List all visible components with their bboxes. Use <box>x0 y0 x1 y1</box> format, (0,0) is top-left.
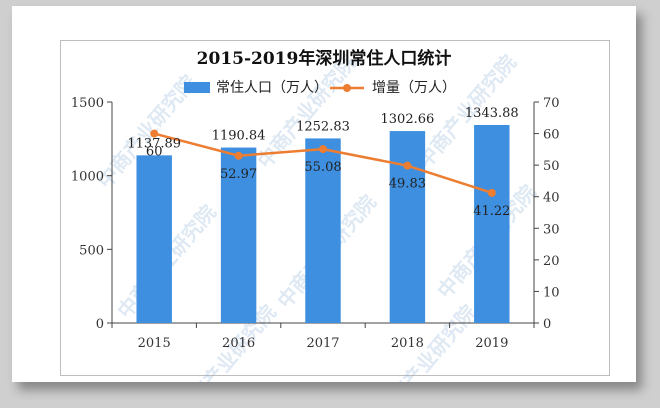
chart-title: 2015-2019年深圳常住人口统计 <box>197 48 452 69</box>
left-axis-tick-label: 0 <box>96 317 104 332</box>
legend-swatch-bar <box>184 82 210 93</box>
right-axis-tick-label: 70 <box>543 96 560 111</box>
line-value-label: 60 <box>146 145 163 160</box>
bar <box>474 125 510 323</box>
axes: 0 500 1000 1500 0 10 20 30 40 50 60 70 2015 2016 2017 2… <box>71 96 560 351</box>
legend-marker-line <box>343 84 351 92</box>
bar-value-label: 1302.66 <box>381 112 435 127</box>
legend-label-bar: 常住人口（万人） <box>216 80 328 96</box>
line-point <box>487 188 496 197</box>
chart-card: 中商产业研究院中商产业研究院中商产业研究院中商产业研究院中商产业研究院中商产业研… <box>12 6 636 382</box>
right-axis-tick-label: 20 <box>543 254 560 269</box>
x-axis-tick-label: 2015 <box>138 336 171 351</box>
right-axis-tick-label: 50 <box>543 159 560 174</box>
line-point <box>403 161 412 170</box>
x-axis-tick-label: 2017 <box>306 336 339 351</box>
bar <box>389 131 426 323</box>
right-axis-tick-label: 30 <box>543 222 560 237</box>
left-axis-tick-label: 1000 <box>71 170 104 185</box>
legend-label-line: 增量（万人） <box>372 80 456 96</box>
bar <box>136 155 172 323</box>
line-value-label: 55.08 <box>304 160 341 175</box>
x-axis-tick-label: 2018 <box>391 336 424 351</box>
bar-value-label: 1190.84 <box>212 129 266 144</box>
left-axis-tick-label: 500 <box>79 243 104 258</box>
x-axis-tick-label: 2016 <box>222 336 255 351</box>
right-axis-tick-label: 10 <box>543 285 560 300</box>
line-series <box>150 129 496 197</box>
line-point <box>150 129 159 138</box>
bar <box>305 138 341 323</box>
watermark-text: 中商产业研究院 <box>372 300 480 382</box>
combo-chart: 中商产业研究院中商产业研究院中商产业研究院中商产业研究院中商产业研究院中商产业研… <box>71 48 560 382</box>
right-axis-tick-label: 60 <box>543 128 560 143</box>
x-axis-tick-label: 2019 <box>475 336 508 351</box>
legend: 常住人口（万人） 增量（万人） <box>184 80 456 96</box>
line-value-label: 41.22 <box>473 204 510 219</box>
left-axis-tick-label: 1500 <box>71 96 104 111</box>
line-point <box>234 151 243 160</box>
bar-value-label: 1137.89 <box>127 136 181 151</box>
right-axis-tick-label: 0 <box>543 317 551 332</box>
bar-series <box>136 125 510 323</box>
bar-value-label: 1343.88 <box>465 106 519 121</box>
right-axis-tick-label: 40 <box>543 191 560 206</box>
line-value-label: 49.83 <box>389 177 426 192</box>
data-labels: 1137.89 1190.84 1252.83 1302.66 1343.88 60 52.… <box>127 106 518 219</box>
bar <box>220 147 257 323</box>
bar-value-label: 1252.83 <box>296 119 350 134</box>
line-point <box>319 145 327 154</box>
line-value-label: 52.97 <box>220 167 257 182</box>
